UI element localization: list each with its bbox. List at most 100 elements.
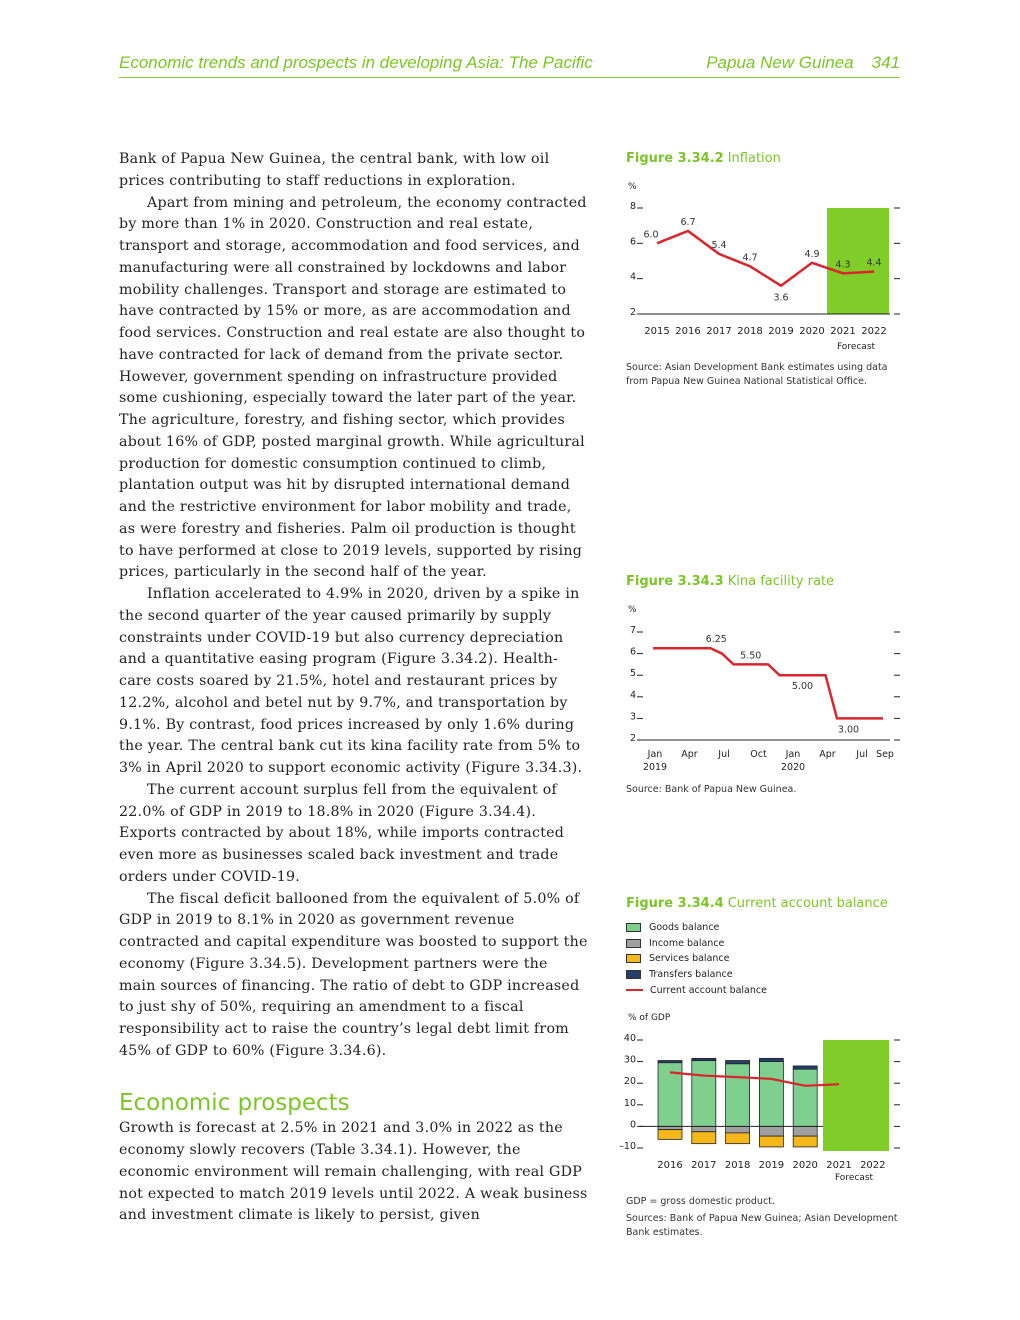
y-tick-label: 4 (630, 690, 636, 701)
figure-title: Figure 3.34.2 Inflation (626, 151, 916, 166)
legend-label: Income balance (649, 937, 725, 949)
rate-line (653, 646, 883, 720)
y-tick-label: 10 (624, 1098, 636, 1109)
header-rule (119, 77, 900, 78)
y-tick-label: 40 (624, 1033, 636, 1044)
forecast-label: Forecast (837, 342, 876, 352)
figure-caption: Inflation (727, 151, 781, 166)
transfers-bar (657, 1060, 683, 1064)
income-bar (792, 1126, 818, 1137)
income-bar (758, 1126, 784, 1137)
x-tick-label: 2016 (675, 326, 700, 337)
y-tick-label: 7 (630, 625, 636, 636)
legend-item: Services balance (626, 951, 916, 967)
x-tick-label: 2019 (768, 326, 793, 337)
goods-bar (792, 1068, 818, 1127)
data-label: 6.25 (706, 634, 727, 645)
data-label: 3.6 (773, 293, 788, 304)
goods-bar (758, 1061, 784, 1127)
paragraph: Growth is forecast at 2.5% in 2021 and 3… (119, 1120, 588, 1224)
data-label: 3.00 (838, 724, 859, 735)
y-tick-label: 3 (630, 711, 636, 722)
x-year-label: 2020 (781, 762, 805, 773)
running-header-right: Papua New Guinea 341 (706, 53, 900, 73)
x-tick-label: Oct (750, 749, 767, 760)
legend-item: Transfers balance (626, 967, 916, 983)
inflation-chart: % 2 4 6 8 6.0 2015 6.7 2016 5.4 2017 4.7 2018 3.6 2019… (628, 182, 900, 352)
y-axis-label: % (628, 182, 637, 192)
figure-label: Figure 3.34.3 (626, 574, 724, 589)
figure-current-account: Figure 3.34.4 Current account balance Goo… (626, 896, 916, 999)
figure-caption: Kina facility rate (727, 574, 835, 589)
legend-label: Current account balance (650, 984, 767, 996)
inflation-line (656, 229, 875, 288)
data-label: 5.4 (711, 240, 726, 251)
data-label: 5.50 (740, 650, 761, 661)
figure-source: Source: Asian Development Bank estimates… (626, 362, 888, 387)
data-label: 4.3 (835, 259, 850, 270)
income-bar (725, 1126, 750, 1134)
y-axis-label: % (628, 605, 637, 615)
x-tick-label: 2018 (725, 1160, 750, 1171)
section-heading: Economic prospects (119, 1089, 350, 1116)
figure-caption: Current account balance (727, 896, 888, 911)
x-tick-label: 2017 (706, 326, 731, 337)
x-tick-label: Apr (681, 749, 698, 760)
running-header-country: Papua New Guinea (706, 53, 854, 72)
y-tick-label: 2 (630, 307, 636, 318)
x-tick-label: Jul (717, 749, 729, 760)
y-tick-label: 5 (630, 668, 636, 679)
transfers-bar (792, 1065, 818, 1070)
data-label: 4.9 (804, 249, 819, 260)
services-bar (758, 1135, 784, 1148)
x-tick-label: 2019 (759, 1160, 784, 1171)
figure-title: Figure 3.34.3 Kina facility rate (626, 574, 916, 589)
x-tick-label: 2020 (792, 1160, 817, 1171)
paragraph: Inflation accelerated to 4.9% in 2020, d… (119, 586, 583, 776)
line-swatch (626, 989, 643, 992)
data-label: 5.00 (792, 681, 813, 692)
paragraph: The fiscal deficit ballooned from the eq… (119, 890, 588, 1059)
paragraph: Bank of Papua New Guinea, the central ba… (119, 151, 550, 189)
forecast-band (823, 1040, 889, 1151)
y-tick-label: 20 (624, 1076, 636, 1087)
income-bar (691, 1126, 717, 1133)
body-text: Bank of Papua New Guinea, the central ba… (119, 149, 589, 1227)
x-tick-label: Jan (647, 749, 663, 760)
forecast-band (827, 208, 889, 314)
goods-bar (725, 1063, 750, 1127)
figure-kina-rate: Figure 3.34.3 Kina facility rate (626, 574, 916, 589)
running-header-title: Economic trends and prospects in develop… (119, 53, 593, 72)
legend-label: Transfers balance (649, 969, 733, 981)
services-bar (725, 1132, 750, 1145)
paragraph: The current account surplus fell from th… (119, 781, 565, 885)
y-tick-label: 6 (630, 236, 636, 247)
x-tick-label: 2022 (860, 1160, 885, 1171)
income-swatch (626, 938, 641, 948)
data-label: 4.4 (866, 258, 881, 269)
figure-source: Sources: Bank of Papua New Guinea; Asian… (626, 1213, 898, 1238)
figure-label: Figure 3.34.4 (626, 896, 724, 911)
y-tick-label: 30 (624, 1055, 636, 1066)
services-bar (657, 1129, 683, 1140)
figure-title: Figure 3.34.4 Current account balance (626, 896, 916, 911)
y-tick-label: 8 (630, 201, 636, 212)
y-axis-label: % of GDP (628, 1013, 671, 1023)
legend-item: Current account balance (626, 983, 916, 999)
x-tick-label: 2015 (644, 326, 669, 337)
x-tick-label: Jul (855, 749, 867, 760)
x-tick-label: 2022 (861, 326, 886, 337)
services-bar (691, 1131, 717, 1145)
y-tick-label: –10 (620, 1141, 636, 1152)
x-tick-label: Jan (785, 749, 801, 760)
kina-rate-chart: % 2 3 4 5 6 7 6.25 5.50 5.00 3.00 Jan 2019 Apr Jul Oct J… (628, 605, 900, 773)
figure-inflation: Figure 3.34.2 Inflation (626, 151, 916, 166)
data-label: 4.7 (742, 252, 757, 263)
chart-legend: Goods balance Income balance Services ba… (626, 920, 916, 999)
goods-bar (691, 1060, 717, 1127)
transfers-swatch (626, 970, 641, 980)
legend-item: Goods balance (626, 920, 916, 936)
x-tick-label: 2018 (737, 326, 762, 337)
figure-source: Source: Bank of Papua New Guinea. (626, 784, 797, 795)
